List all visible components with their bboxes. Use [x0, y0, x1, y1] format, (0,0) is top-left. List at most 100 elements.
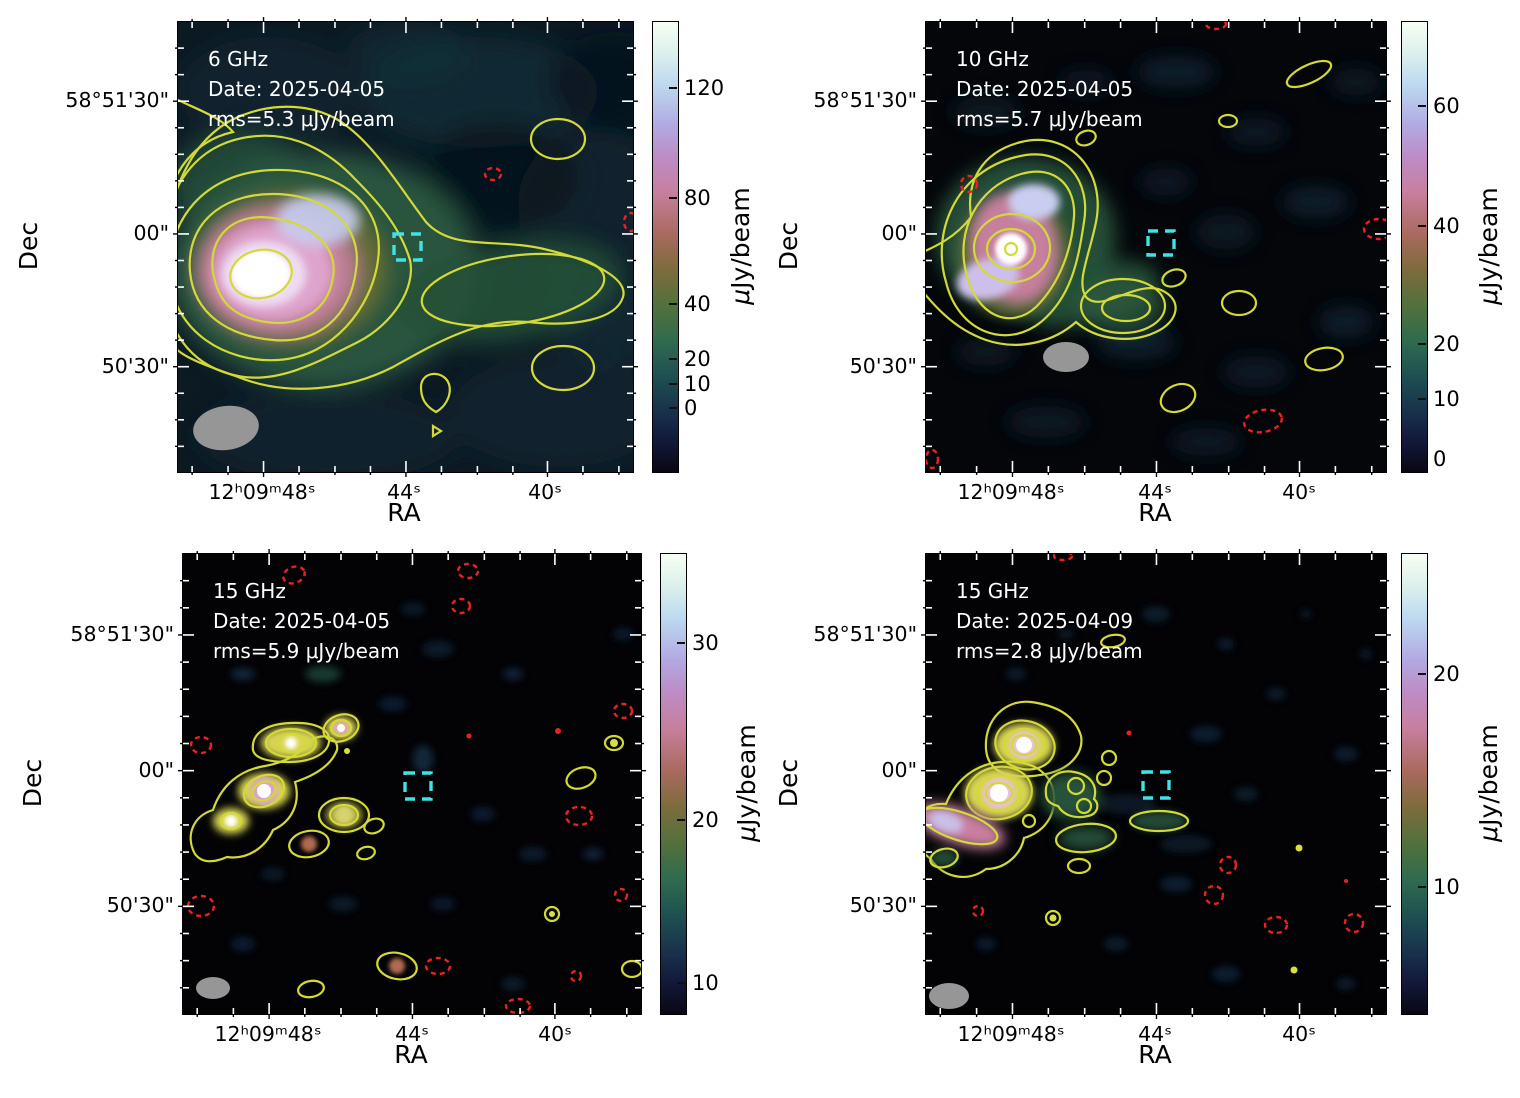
colorbar-tick: [669, 357, 677, 360]
axis-ticks: [921, 549, 1391, 1019]
map-6ghz-art: [178, 22, 633, 472]
target-marker-box: [392, 232, 423, 262]
beam-ellipse: [193, 405, 259, 451]
x-axis-label: RA: [394, 1040, 428, 1069]
axis-ticks: [173, 17, 638, 477]
colorbar-15ghz-0409: 20 10: [1401, 553, 1460, 1015]
colorbar-label: μJy/beam: [1474, 724, 1503, 842]
negative-contours: [483, 166, 633, 233]
rms-label: rms=5.9 μJy/beam: [213, 639, 400, 663]
x-tick-label: 44ˢ: [387, 480, 421, 504]
green-cluster: [929, 770, 1190, 875]
freq-label: 10 GHz: [956, 47, 1029, 71]
negative-contours: [186, 562, 634, 1014]
map-panel-15ghz-0405: 15 GHz Date: 2025-04-05 rms=5.9 μJy/beam: [178, 549, 646, 1019]
y-tick-label: 50'30": [849, 893, 917, 917]
y-tick-label: 58°51'30": [813, 88, 917, 112]
colorbar-tick-label: 60: [1433, 94, 1460, 119]
colorbar-tick-label: 30: [692, 630, 719, 655]
y-axis-label: Dec: [18, 758, 47, 808]
map-panel-6ghz: 6 GHz Date: 2025-04-05 rms=5.3 μJy/beam: [173, 17, 638, 477]
colorbar-tick-label: 120: [684, 75, 725, 100]
x-tick-label: 40ˢ: [538, 1022, 572, 1046]
colorbar-tick-label: 10: [1433, 387, 1460, 412]
date-label: Date: 2025-04-05: [208, 77, 386, 101]
x-tick-label: 40ˢ: [528, 480, 562, 504]
x-tick-label: 44ˢ: [395, 1022, 429, 1046]
target-marker-box: [1141, 770, 1171, 800]
x-tick-label: 12ʰ09ᵐ48ˢ: [957, 1022, 1065, 1046]
panel-annotation: 15 GHz Date: 2025-04-09 rms=2.8 μJy/beam: [956, 576, 1143, 666]
colorbar-tick-label: 40: [684, 292, 711, 317]
y-tick-label: 50'30": [849, 354, 917, 378]
y-tick-label: 58°51'30": [813, 622, 917, 646]
colorbar-tick-label: 20: [1433, 662, 1460, 687]
y-tick-label: 58°51'30": [65, 88, 169, 112]
y-tick-label: 00": [138, 758, 174, 782]
colorbar-15ghz-0405: 30 20 10: [660, 553, 719, 1015]
field-sources: [1044, 633, 1303, 974]
colorbar-tick-label: 20: [1433, 332, 1460, 357]
date-label: Date: 2025-04-09: [956, 609, 1134, 633]
x-tick-label: 44ˢ: [1138, 480, 1172, 504]
map-15ghz-0409-art: [926, 554, 1386, 1014]
colorbar-tick: [677, 641, 685, 644]
axis-ticks: [178, 549, 646, 1019]
colorbar-tick: [1418, 398, 1426, 401]
colorbar-tick-label: 80: [684, 185, 711, 210]
bright-knot-2: [965, 765, 1033, 821]
colorbar-label: μJy/beam: [1474, 187, 1503, 305]
y-axis-label: Dec: [774, 221, 803, 271]
colorbar-tick: [1418, 457, 1426, 460]
target-marker-box: [1146, 229, 1176, 257]
rms-label: rms=5.7 μJy/beam: [956, 107, 1143, 131]
x-tick-label: 12ʰ09ᵐ48ˢ: [208, 480, 316, 504]
y-axis-label: Dec: [774, 758, 803, 808]
positive-contours: [178, 98, 625, 438]
colorbar-tick-label: 10: [1433, 875, 1460, 900]
map-panel-15ghz-0409: 15 GHz Date: 2025-04-09 rms=2.8 μJy/beam: [921, 549, 1391, 1019]
colorbar-tick: [1418, 224, 1426, 227]
colorbar-tick-label: 20: [684, 346, 711, 371]
diffuse-tail: [926, 760, 1056, 878]
freq-label: 15 GHz: [956, 579, 1029, 603]
beam-ellipse: [1043, 342, 1089, 372]
x-tick-label: 40ˢ: [1282, 1022, 1316, 1046]
panel-annotation: 6 GHz Date: 2025-04-05 rms=5.3 μJy/beam: [208, 44, 395, 134]
beam-ellipse: [929, 983, 969, 1009]
x-tick-label: 12ʰ09ᵐ48ˢ: [214, 1022, 322, 1046]
freq-label: 15 GHz: [213, 579, 286, 603]
colorbar-10ghz: 60 40 20 10 0: [1401, 21, 1460, 473]
rms-label: rms=2.8 μJy/beam: [956, 639, 1143, 663]
colorbar-tick: [1418, 673, 1426, 676]
colorbar-tick: [677, 818, 685, 821]
colorbar-tick-label: 0: [1433, 446, 1447, 471]
colorbar-tick-label: 40: [1433, 213, 1460, 238]
rms-label: rms=5.3 μJy/beam: [208, 107, 395, 131]
map-panel-10ghz: 10 GHz Date: 2025-04-05 rms=5.7 μJy/beam: [921, 17, 1391, 477]
colorbar-6ghz: 120 80 40 20 10 0: [652, 21, 724, 473]
colorbar-tick: [669, 86, 677, 89]
axis-ticks: [921, 17, 1391, 477]
colorbar-tick-label: 0: [684, 395, 698, 420]
colorbar-tick: [1418, 105, 1426, 108]
map-10ghz-art: [926, 22, 1386, 472]
panel-annotation: 10 GHz Date: 2025-04-05 rms=5.7 μJy/beam: [956, 44, 1143, 134]
x-tick-label: 40ˢ: [1282, 480, 1316, 504]
date-label: Date: 2025-04-05: [956, 77, 1134, 101]
x-axis-label: RA: [1138, 498, 1172, 527]
colorbar-tick-label: 20: [692, 807, 719, 832]
map-6ghz-image: [173, 17, 638, 477]
y-tick-label: 58°51'30": [70, 622, 174, 646]
y-tick-label: 50'30": [106, 893, 174, 917]
panel-annotation: 15 GHz Date: 2025-04-05 rms=5.9 μJy/beam: [213, 576, 400, 666]
colorbar-tick: [677, 982, 685, 985]
freq-label: 6 GHz: [208, 47, 269, 71]
colorbar-tick-label: 10: [684, 372, 711, 397]
y-axis-label: Dec: [14, 221, 43, 271]
x-axis-label: RA: [387, 498, 421, 527]
target-marker-box: [403, 771, 433, 801]
colorbar-tick-label: 10: [692, 971, 719, 996]
colorbar-tick: [669, 406, 677, 409]
